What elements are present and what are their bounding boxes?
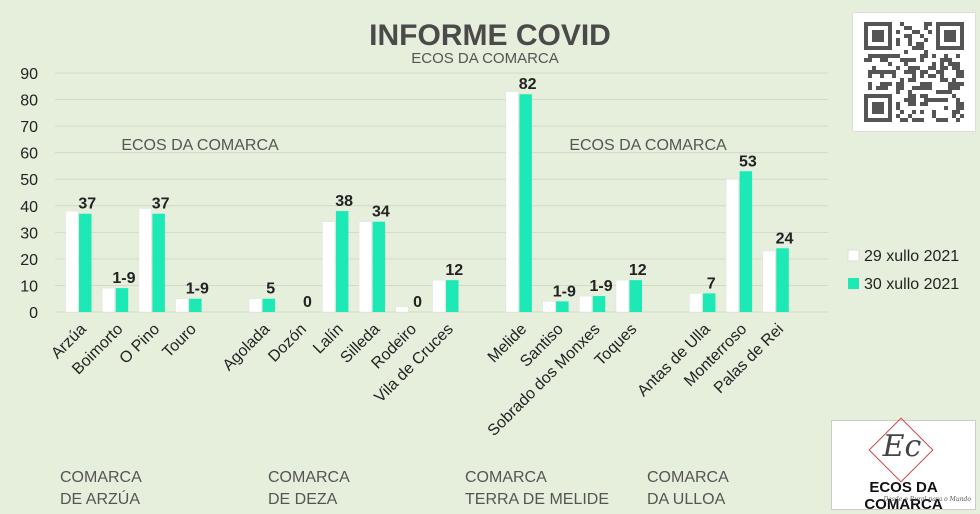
y-tick-label: 80 xyxy=(20,93,38,110)
data-label: 53 xyxy=(739,153,757,170)
chart-title: INFORME COVID xyxy=(369,19,611,52)
bar-29-xullo xyxy=(579,295,593,313)
bar-29-xullo xyxy=(432,279,446,313)
bar-30-xullo xyxy=(79,213,92,312)
bar-29-xullo xyxy=(101,287,115,313)
bar-30-xullo xyxy=(372,221,386,312)
data-label: 12 xyxy=(445,262,463,279)
y-tick-label: 90 xyxy=(20,66,38,83)
bar-29-xullo xyxy=(762,250,776,313)
data-label: 1-9 xyxy=(112,270,135,287)
bar-30-xullo xyxy=(702,293,716,312)
bar-30-xullo xyxy=(446,280,459,312)
y-tick-label: 50 xyxy=(20,172,38,189)
group-label: DA ULLOA xyxy=(647,491,726,508)
data-label: 12 xyxy=(629,262,647,279)
group-label: COMARCA xyxy=(268,469,350,486)
bar-30-xullo xyxy=(519,94,532,312)
group-label: COMARCA xyxy=(60,469,142,486)
bar-30-xullo xyxy=(152,213,165,312)
category-label: Toques xyxy=(592,321,641,370)
data-label: 1-9 xyxy=(186,281,209,298)
category-label: Touro xyxy=(160,321,200,361)
y-tick-label: 60 xyxy=(20,146,38,163)
y-tick-label: 40 xyxy=(20,199,38,216)
legend-label: 30 xullo 2021 xyxy=(864,276,959,293)
bar-29-xullo xyxy=(138,208,152,313)
watermark-left: ECOS DA COMARCA xyxy=(121,137,279,154)
legend-swatch xyxy=(848,278,859,289)
category-label: Agolada xyxy=(220,321,274,375)
logo-name: ECOS DA COMARCA xyxy=(864,479,943,513)
group-label: DE ARZÚA xyxy=(60,489,140,508)
bar-29-xullo xyxy=(395,306,409,313)
bar-29-xullo xyxy=(505,91,519,313)
data-label: 0 xyxy=(303,294,312,311)
data-label: 5 xyxy=(266,281,275,298)
group-label: COMARCA xyxy=(647,469,729,486)
data-label: 7 xyxy=(707,275,716,292)
bar-30-xullo xyxy=(776,248,789,312)
y-tick-label: 70 xyxy=(20,119,38,136)
category-label: O Pino xyxy=(117,321,164,368)
bar-29-xullo xyxy=(542,301,556,313)
bar-30-xullo xyxy=(739,171,753,312)
bar-29-xullo xyxy=(725,178,739,313)
bar-30-xullo xyxy=(556,301,569,312)
data-label: 0 xyxy=(413,294,422,311)
bar-29-xullo xyxy=(65,210,79,313)
data-label: 38 xyxy=(335,193,353,210)
data-label: 1-9 xyxy=(589,278,612,295)
data-label: 82 xyxy=(519,76,537,93)
bar-30-xullo xyxy=(629,280,642,312)
chart-subtitle: ECOS DA COMARCA xyxy=(411,50,559,67)
y-tick-label: 20 xyxy=(20,252,38,269)
category-label: Dozón xyxy=(265,321,310,366)
y-tick-label: 10 xyxy=(20,278,38,295)
legend-label: 29 xullo 2021 xyxy=(864,248,959,265)
logo-tagline: Desde o Rural para o Mundo xyxy=(883,496,971,503)
bar-29-xullo xyxy=(358,221,372,313)
bar-30-xullo xyxy=(335,211,349,312)
bar-30-xullo xyxy=(115,288,129,312)
y-tick-label: 0 xyxy=(29,305,38,322)
bar-30-xullo xyxy=(262,298,275,312)
qr-code-pattern xyxy=(864,22,964,122)
legend-swatch xyxy=(847,249,860,262)
group-label: TERRA DE MELIDE xyxy=(465,491,609,508)
bar-29-xullo xyxy=(322,221,336,313)
qr-code-icon xyxy=(852,12,976,132)
bar-30-xullo xyxy=(592,296,606,312)
watermark-right: ECOS DA COMARCA xyxy=(569,137,727,154)
y-tick-label: 30 xyxy=(20,225,38,242)
data-label: 34 xyxy=(372,204,390,221)
data-label: 1-9 xyxy=(553,283,576,300)
logo-letters: Ec xyxy=(882,429,922,464)
group-label: DE DEZA xyxy=(268,491,338,508)
bar-29-xullo xyxy=(689,293,703,313)
bar-29-xullo xyxy=(615,279,629,313)
bar-30-xullo xyxy=(189,298,202,312)
group-label: COMARCA xyxy=(465,469,547,486)
bar-29-xullo xyxy=(175,298,189,313)
data-label: 37 xyxy=(78,196,96,213)
ecos-da-comarca-logo: Ec ECOS DA COMARCA Desde o Rural para o … xyxy=(831,417,976,513)
data-label: 24 xyxy=(776,230,794,247)
bar-29-xullo xyxy=(248,298,262,313)
data-label: 37 xyxy=(152,196,170,213)
